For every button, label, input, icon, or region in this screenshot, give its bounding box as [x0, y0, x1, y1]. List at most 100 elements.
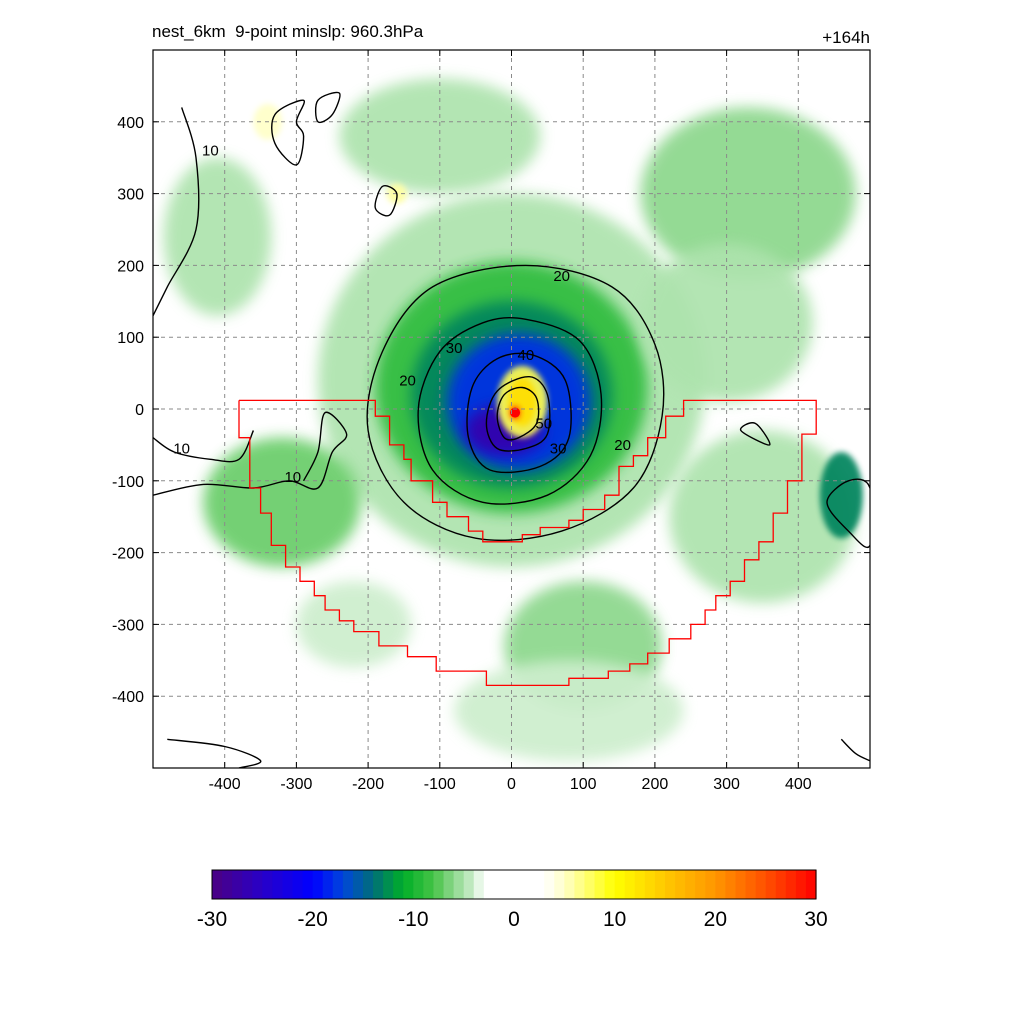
- x-tick-label: -400: [209, 776, 241, 793]
- colorbar-bin: [242, 870, 253, 899]
- svg-text:30: 30: [550, 440, 567, 457]
- chart-title-left: nest_6km 9-point minslp: 960.3hPa: [152, 22, 424, 41]
- colorbar-bin: [433, 870, 445, 899]
- colorbar-bin: [312, 870, 324, 899]
- chart-title-right: +164h: [822, 28, 870, 47]
- colorbar-bin: [373, 870, 384, 899]
- contour-label-3: 20: [553, 268, 570, 285]
- svg-text:10: 10: [202, 143, 219, 160]
- shaded-region-9: [163, 157, 272, 316]
- colorbar-tick-label: -10: [398, 908, 428, 931]
- x-tick-label: -300: [280, 776, 312, 793]
- contour-line-5: [153, 107, 200, 317]
- contour-label-1: 10: [173, 440, 190, 457]
- colorbar-bin: [453, 870, 465, 899]
- x-tick-label: 100: [570, 776, 597, 793]
- colorbar-bin: [765, 870, 777, 899]
- contour-line-12: [739, 422, 771, 446]
- colorbar-tick-label: -20: [297, 908, 327, 931]
- colorbar-bin: [463, 870, 475, 899]
- plot-area: 10 10 10 20 20 20 30 30 40 50: [153, 50, 870, 768]
- x-tick-label: -200: [352, 776, 384, 793]
- colorbar-bin: [252, 870, 263, 899]
- colorbar-bin: [403, 870, 414, 899]
- colorbar-bin: [483, 870, 495, 899]
- y-tick-label: 200: [117, 258, 144, 275]
- y-tick-label: 100: [117, 330, 144, 347]
- region-layer: [238, 399, 817, 687]
- colorbar-tick-label: -30: [197, 908, 227, 931]
- svg-text:10: 10: [284, 469, 301, 486]
- colorbar-bin: [695, 870, 706, 899]
- colorbar-tick-label: 10: [603, 908, 626, 931]
- colorbar-bin: [614, 870, 626, 899]
- contour-label-5: 20: [614, 437, 631, 454]
- x-tick-label: 400: [785, 776, 812, 793]
- colorbar-bin: [544, 870, 555, 899]
- y-tick-label: 300: [117, 187, 144, 204]
- colorbar-bin: [735, 870, 747, 899]
- svg-text:40: 40: [517, 347, 534, 364]
- storm-center-marker: [510, 407, 521, 418]
- colorbar-bin: [493, 870, 505, 899]
- colorbar-bin: [795, 870, 807, 899]
- y-tick-label: 0: [135, 402, 144, 419]
- x-tick-label: 300: [713, 776, 740, 793]
- contour-line-8: [271, 99, 306, 166]
- colorbar-bin: [685, 870, 696, 899]
- contour-label-8: 40: [517, 347, 534, 364]
- contour-line-6: [153, 411, 348, 496]
- y-tick-label: -200: [112, 546, 144, 563]
- contour-layer: 10 10 10 20 20 20 30 30 40 50: [153, 91, 870, 768]
- svg-text:20: 20: [614, 437, 631, 454]
- contour-line-0: [496, 386, 540, 441]
- colorbar-bin: [725, 870, 737, 899]
- colorbar-bin: [352, 870, 364, 899]
- contour-line-2: [466, 352, 572, 474]
- colorbar-bin: [503, 870, 515, 899]
- colorbar-tick-label: 20: [704, 908, 727, 931]
- shaded-region-16: [339, 78, 541, 194]
- colorbar-bin: [785, 870, 797, 899]
- y-tick-label: 400: [117, 115, 144, 132]
- colorbar-bin: [715, 870, 726, 899]
- contour-label-9: 50: [535, 415, 552, 432]
- contour-line-13: [167, 738, 262, 768]
- colorbar-bin: [514, 870, 525, 899]
- axis-layer: -400 -300 -200 -100 0 100 200 300 40040030020010…: [112, 50, 870, 793]
- colorbar-bin: [262, 870, 273, 899]
- colorbar-bin: [604, 870, 616, 899]
- contour-line-9: [314, 91, 341, 124]
- colorbar: -30 -20 -10 0 10 20 30: [197, 869, 828, 931]
- contour-line-1: [485, 375, 551, 452]
- colorbar-bin: [322, 870, 334, 899]
- shaded-region-13: [819, 452, 863, 539]
- contour-label-2: 10: [284, 469, 301, 486]
- colorbar-bin: [574, 870, 586, 899]
- contour-line-11: [826, 478, 870, 548]
- colorbar-tick-label: 30: [804, 908, 827, 931]
- colorbar-bin: [624, 870, 636, 899]
- x-tick-label: 0: [507, 776, 516, 793]
- colorbar-bin: [393, 870, 404, 899]
- contour-line-14: [840, 738, 870, 762]
- colorbar-bin: [805, 870, 817, 899]
- region-outline: [238, 399, 817, 687]
- colorbar-bin: [775, 870, 787, 899]
- colorbar-bin: [363, 870, 374, 899]
- colorbar-bin: [564, 870, 575, 899]
- contour-line-3: [417, 316, 603, 505]
- shaded-region-8: [203, 437, 361, 567]
- colorbar-bin: [755, 870, 767, 899]
- colorbar-frame: [211, 869, 817, 900]
- colorbar-bin: [644, 870, 656, 899]
- colorbar-bin: [443, 870, 455, 899]
- colorbar-bin: [292, 870, 304, 899]
- colorbar-bin: [423, 870, 435, 899]
- svg-text:20: 20: [399, 372, 416, 389]
- shading-layer: [163, 78, 863, 761]
- contour-label-6: 30: [446, 340, 463, 357]
- shaded-region-15: [454, 660, 684, 761]
- colorbar-bin: [554, 870, 565, 899]
- x-tick-label: 200: [642, 776, 669, 793]
